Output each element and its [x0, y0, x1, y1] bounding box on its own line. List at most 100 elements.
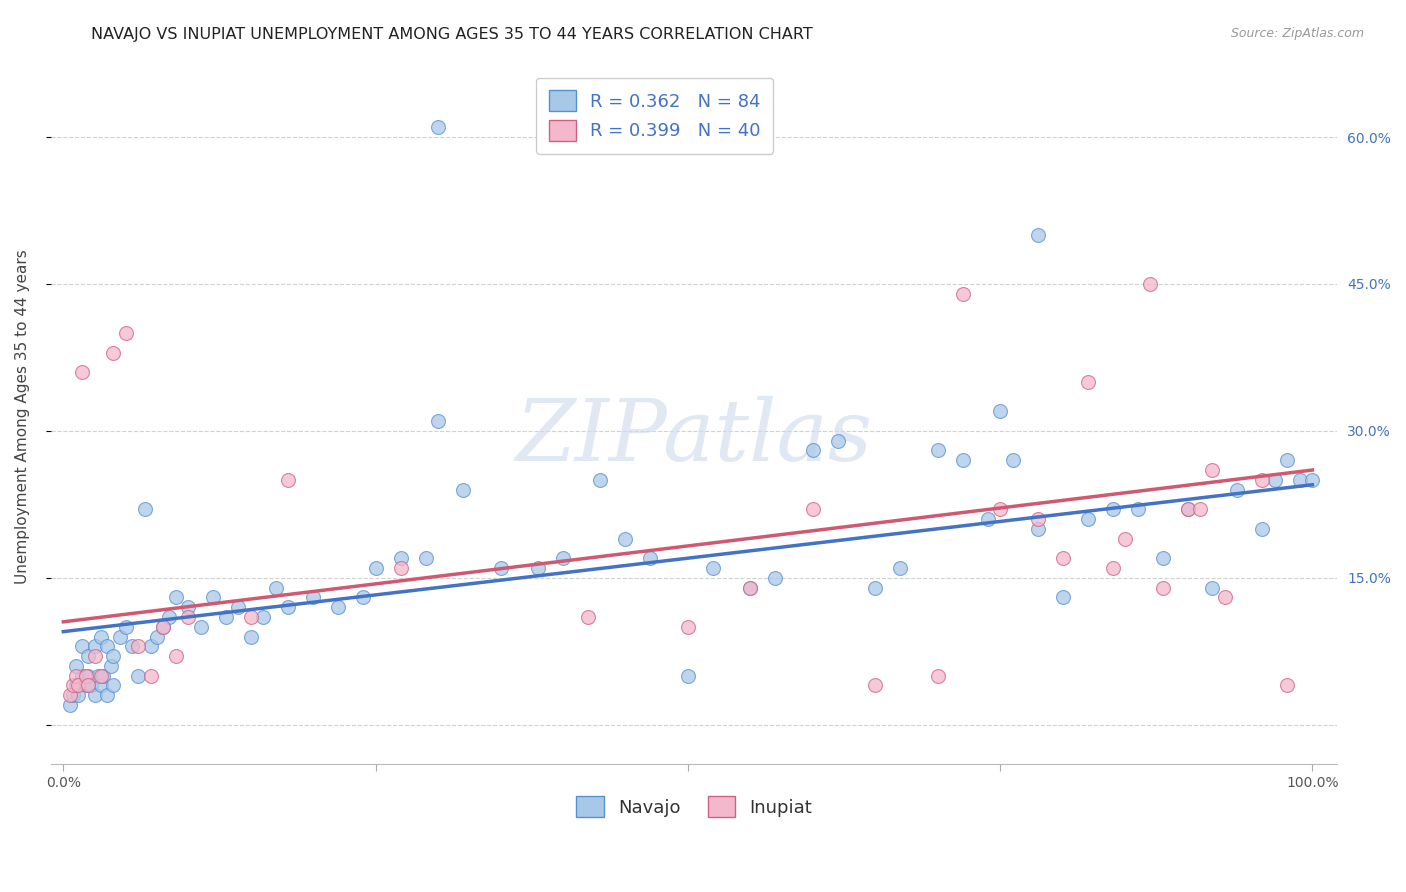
Point	[62, 678, 84, 692]
Point	[165, 591, 187, 605]
Point	[1251, 522, 1274, 536]
Point	[67, 688, 90, 702]
Point	[889, 561, 911, 575]
Point	[427, 414, 450, 428]
Point	[976, 512, 998, 526]
Point	[215, 610, 238, 624]
Point	[1188, 502, 1211, 516]
Text: ZIPatlas: ZIPatlas	[516, 396, 873, 478]
Point	[640, 551, 662, 566]
Point	[988, 404, 1011, 418]
Point	[1026, 522, 1049, 536]
Point	[165, 649, 187, 664]
Point	[389, 551, 412, 566]
Point	[277, 473, 299, 487]
Point	[108, 630, 131, 644]
Point	[927, 668, 949, 682]
Point	[177, 600, 200, 615]
Point	[121, 640, 143, 654]
Point	[1126, 502, 1149, 516]
Y-axis label: Unemployment Among Ages 35 to 44 years: Unemployment Among Ages 35 to 44 years	[15, 249, 30, 583]
Point	[70, 668, 93, 682]
Point	[70, 365, 93, 379]
Point	[252, 610, 274, 624]
Point	[80, 678, 103, 692]
Point	[1101, 561, 1123, 575]
Point	[1101, 502, 1123, 516]
Point	[202, 591, 225, 605]
Point	[302, 591, 325, 605]
Point	[177, 610, 200, 624]
Point	[489, 561, 512, 575]
Point	[90, 668, 112, 682]
Point	[139, 668, 162, 682]
Point	[740, 581, 762, 595]
Point	[1077, 375, 1099, 389]
Point	[551, 551, 574, 566]
Point	[152, 620, 174, 634]
Point	[702, 561, 724, 575]
Point	[83, 688, 105, 702]
Point	[1301, 473, 1323, 487]
Point	[1277, 453, 1299, 467]
Point	[114, 620, 136, 634]
Point	[75, 668, 97, 682]
Point	[103, 678, 125, 692]
Point	[1264, 473, 1286, 487]
Point	[96, 640, 118, 654]
Point	[740, 581, 762, 595]
Point	[90, 678, 112, 692]
Point	[58, 698, 80, 712]
Point	[1152, 581, 1174, 595]
Point	[614, 532, 637, 546]
Point	[1139, 277, 1161, 291]
Point	[827, 434, 849, 448]
Point	[134, 502, 156, 516]
Point	[763, 571, 786, 585]
Point	[87, 668, 110, 682]
Point	[65, 678, 87, 692]
Point	[139, 640, 162, 654]
Point	[326, 600, 349, 615]
Text: Source: ZipAtlas.com: Source: ZipAtlas.com	[1230, 27, 1364, 40]
Point	[352, 591, 374, 605]
Point	[67, 678, 90, 692]
Point	[801, 443, 824, 458]
Point	[1001, 453, 1024, 467]
Point	[103, 345, 125, 359]
Point	[952, 286, 974, 301]
Point	[75, 678, 97, 692]
Point	[576, 610, 599, 624]
Point	[927, 443, 949, 458]
Point	[415, 551, 437, 566]
Point	[676, 668, 699, 682]
Point	[1026, 227, 1049, 242]
Point	[1177, 502, 1199, 516]
Point	[65, 668, 87, 682]
Point	[77, 678, 100, 692]
Point	[865, 581, 887, 595]
Point	[146, 630, 169, 644]
Point	[114, 326, 136, 340]
Point	[152, 620, 174, 634]
Point	[527, 561, 550, 575]
Point	[1077, 512, 1099, 526]
Point	[364, 561, 387, 575]
Point	[451, 483, 474, 497]
Point	[865, 678, 887, 692]
Point	[427, 120, 450, 135]
Point	[1213, 591, 1236, 605]
Point	[96, 688, 118, 702]
Point	[1277, 678, 1299, 692]
Text: NAVAJO VS INUPIAT UNEMPLOYMENT AMONG AGES 35 TO 44 YEARS CORRELATION CHART: NAVAJO VS INUPIAT UNEMPLOYMENT AMONG AGE…	[91, 27, 813, 42]
Point	[226, 600, 249, 615]
Point	[127, 640, 149, 654]
Point	[988, 502, 1011, 516]
Point	[1052, 551, 1074, 566]
Point	[62, 688, 84, 702]
Point	[1052, 591, 1074, 605]
Point	[1114, 532, 1136, 546]
Point	[264, 581, 287, 595]
Legend: Navajo, Inupiat: Navajo, Inupiat	[569, 789, 820, 824]
Point	[77, 649, 100, 664]
